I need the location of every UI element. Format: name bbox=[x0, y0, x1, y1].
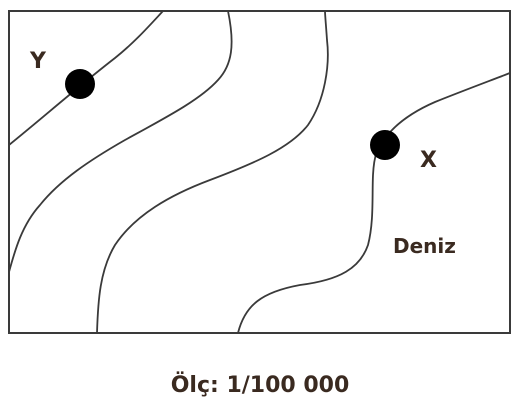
scale-label: Ölç: 1/100 000 bbox=[171, 372, 350, 398]
contour-line-2 bbox=[8, 10, 233, 273]
contour-line-4 bbox=[237, 72, 511, 334]
contour-line-1 bbox=[8, 10, 164, 146]
contour-line-3 bbox=[96, 10, 329, 334]
point-x-label: X bbox=[420, 148, 437, 173]
sea-label: Deniz bbox=[393, 234, 456, 258]
point-y-label: Y bbox=[29, 49, 47, 74]
map-frame bbox=[8, 10, 511, 334]
point-x-marker bbox=[370, 130, 400, 160]
point-y-marker bbox=[65, 69, 95, 99]
